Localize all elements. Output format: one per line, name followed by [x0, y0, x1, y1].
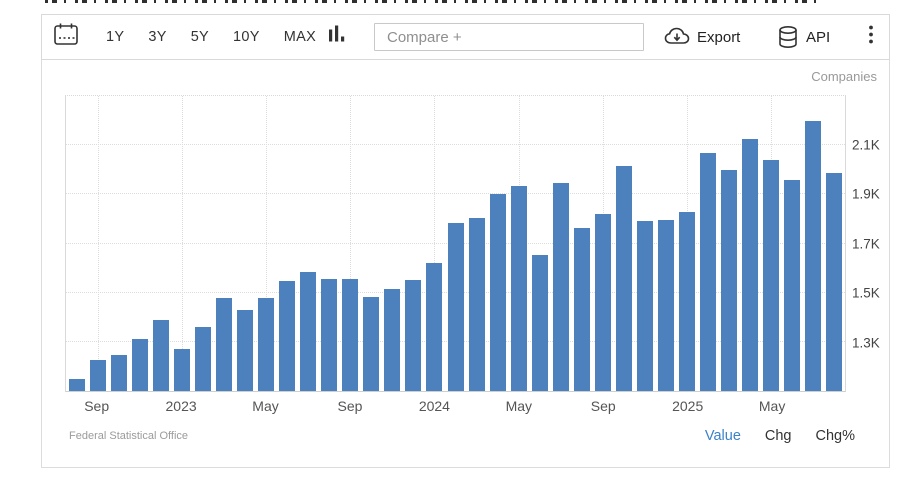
y-axis-labels: 2.1K 1.9K 1.7K 1.5K 1.3K — [852, 95, 890, 392]
v-gridline — [97, 96, 99, 391]
bar-feb-2023[interactable] — [194, 327, 211, 391]
bar-aug-2024[interactable] — [573, 227, 590, 391]
range-button-1y[interactable]: 1Y — [106, 29, 125, 45]
bar-nov-2024[interactable] — [636, 221, 653, 391]
calendar-button[interactable] — [53, 23, 79, 52]
x-tick-label: Sep — [84, 398, 110, 414]
v-gridline — [181, 96, 183, 391]
bar-jan-2025[interactable] — [679, 211, 696, 391]
bar-may-2024[interactable] — [510, 185, 527, 391]
chart-type-button[interactable] — [328, 25, 346, 50]
y-tick-label: 1.7K — [852, 236, 880, 251]
x-tick-label: May — [252, 398, 279, 414]
bar-mar-2023[interactable] — [215, 297, 232, 391]
v-gridline — [434, 96, 436, 391]
chart-panel: Companies 2.1K 1.9K 1.7K 1.5K 1.3K Sep 2023 Ma… — [41, 60, 890, 468]
histogram-icon — [329, 25, 345, 42]
bar-feb-2024[interactable] — [447, 222, 464, 391]
series-mode-links: Value Chg Chg% — [705, 428, 855, 444]
export-button[interactable]: Export — [664, 27, 740, 47]
h-gridline — [66, 144, 845, 146]
cloud-download-icon — [664, 27, 690, 44]
x-tick-label: 2024 — [418, 398, 450, 414]
range-buttons: 1Y 3Y 5Y 10Y MAX — [106, 29, 316, 45]
bar-oct-2024[interactable] — [615, 166, 632, 391]
bar-may-2023[interactable] — [258, 298, 274, 391]
range-button-3y[interactable]: 3Y — [148, 29, 167, 45]
more-options-button[interactable] — [864, 23, 878, 52]
bar-jul-2024[interactable] — [552, 183, 569, 391]
bar-dec-2023[interactable] — [405, 279, 422, 391]
export-label: Export — [697, 28, 741, 46]
bar-jan-2024[interactable] — [426, 262, 443, 391]
v-gridline — [350, 96, 352, 391]
y-tick-label: 1.9K — [852, 186, 880, 202]
x-tick-label: Sep — [590, 398, 616, 414]
v-gridline — [266, 96, 267, 391]
kebab-menu-icon — [869, 25, 873, 44]
x-tick-label: Sep — [337, 398, 363, 414]
chart-toolbar: 1Y 3Y 5Y 10Y MAX Export API — [41, 14, 890, 60]
bar-aug-2023[interactable] — [321, 278, 338, 391]
bar-oct-2023[interactable] — [363, 297, 380, 391]
compare-input[interactable] — [374, 23, 644, 51]
bar-apr-2025[interactable] — [742, 139, 759, 391]
bar-apr-2024[interactable] — [489, 194, 506, 391]
y-tick-label: 1.3K — [852, 335, 880, 350]
api-label: API — [806, 28, 831, 46]
link-value[interactable]: Value — [704, 428, 741, 444]
bar-sep-2023[interactable] — [342, 278, 359, 391]
axis-unit-label: Companies — [811, 69, 877, 84]
bar-jul-2025[interactable] — [805, 120, 822, 391]
range-button-max[interactable]: MAX — [283, 29, 317, 45]
bar-may-2025[interactable] — [763, 159, 780, 391]
calendar-icon — [54, 23, 78, 45]
x-tick-label: May — [505, 398, 533, 414]
plot-area — [65, 95, 846, 392]
bar-jan-2023[interactable] — [173, 348, 190, 391]
x-axis-labels: Sep 2023 May Sep 2024 May Sep 2025 May — [65, 398, 846, 416]
clipped-text-row — [45, 0, 825, 5]
x-tick-label: 2025 — [672, 398, 704, 414]
api-button[interactable]: API — [777, 25, 830, 49]
range-button-10y[interactable]: 10Y — [233, 29, 260, 45]
bar-dec-2024[interactable] — [658, 220, 675, 391]
bar-jun-2025[interactable] — [784, 179, 801, 391]
bar-mar-2025[interactable] — [721, 169, 738, 391]
bar-aug-2025[interactable] — [826, 173, 843, 391]
database-icon — [779, 25, 797, 49]
bar-feb-2025[interactable] — [700, 152, 717, 391]
link-chgpct[interactable]: Chg% — [815, 428, 856, 444]
link-chg[interactable]: Chg — [764, 428, 792, 444]
bar-sep-2022[interactable] — [89, 359, 106, 391]
range-button-5y[interactable]: 5Y — [190, 29, 210, 45]
bar-dec-2022[interactable] — [152, 320, 169, 391]
bar-apr-2023[interactable] — [236, 309, 253, 391]
bar-oct-2022[interactable] — [110, 354, 127, 391]
source-attribution: Federal Statistical Office — [69, 430, 189, 442]
bar-nov-2022[interactable] — [131, 338, 148, 391]
bar-sep-2024[interactable] — [594, 214, 611, 391]
bar-mar-2024[interactable] — [468, 217, 485, 391]
bar-nov-2023[interactable] — [384, 288, 401, 391]
h-gridline — [66, 193, 845, 195]
x-tick-label: 2023 — [165, 398, 197, 414]
bar-aug-2022[interactable] — [68, 378, 85, 391]
y-tick-label: 2.1K — [852, 137, 880, 152]
bar-jun-2023[interactable] — [279, 280, 296, 391]
bar-jul-2023[interactable] — [300, 272, 317, 391]
x-tick-label: May — [758, 398, 786, 414]
bar-jun-2024[interactable] — [531, 254, 548, 391]
y-tick-label: 1.5K — [852, 285, 880, 301]
